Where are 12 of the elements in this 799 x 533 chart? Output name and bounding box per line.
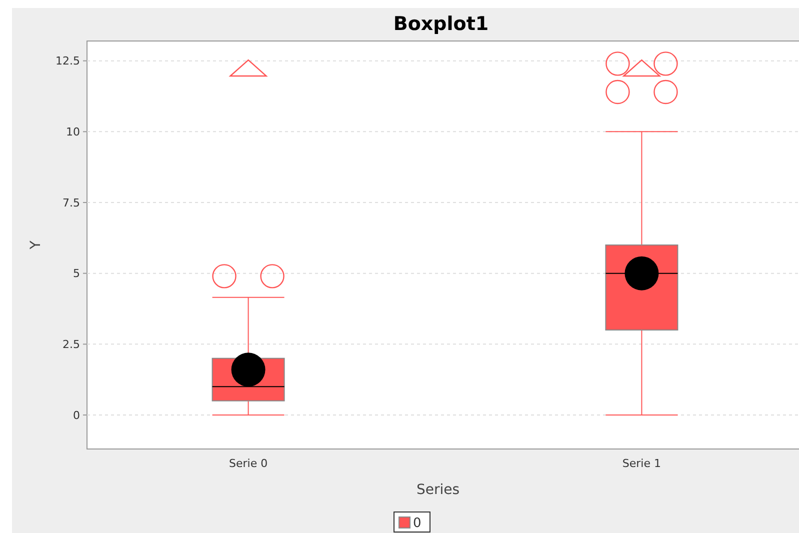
x-tick-label: Serie 0 bbox=[229, 457, 268, 470]
chart-title: Boxplot1 bbox=[393, 13, 489, 35]
y-axis-title: Y bbox=[28, 240, 44, 250]
x-tick-label: Serie 1 bbox=[622, 457, 661, 470]
y-tick-label: 0 bbox=[73, 408, 80, 422]
y-tick-label: 12.5 bbox=[56, 54, 80, 68]
x-axis-title: Series bbox=[416, 482, 460, 498]
y-tick-label: 2.5 bbox=[62, 338, 80, 352]
legend-label: 0 bbox=[413, 516, 422, 531]
y-tick-label: 7.5 bbox=[62, 196, 80, 210]
y-tick-label: 5 bbox=[73, 267, 80, 280]
y-tick-label: 10 bbox=[66, 126, 80, 139]
